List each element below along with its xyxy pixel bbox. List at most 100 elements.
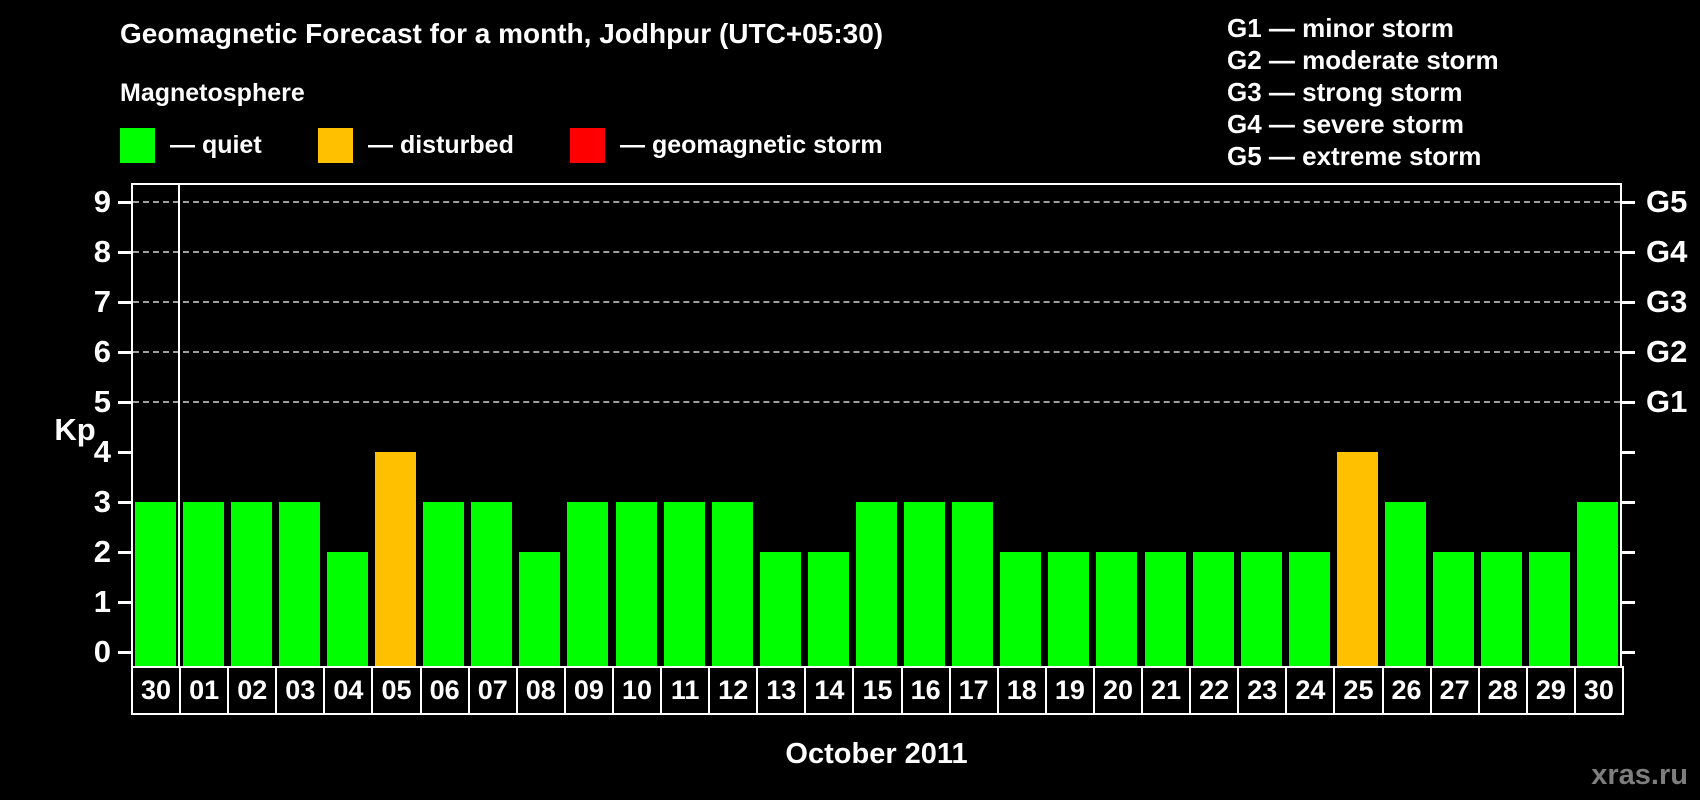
day-label-11: 11 [660,666,709,715]
day-label-09: 09 [563,666,612,715]
bar-day-20 [1096,552,1138,666]
left-axis-tick-7 [118,301,131,304]
y-axis-tick-label-2: 2 [93,534,111,569]
g-scale-legend-g5: G5 — extreme storm [1227,141,1482,171]
g-axis-label-g2: G2 [1646,334,1688,369]
right-axis-tick-9 [1622,201,1635,204]
g-axis-label-g4: G4 [1646,234,1688,269]
bar-day-18 [1000,552,1042,666]
bar-day-16 [904,502,946,666]
day-label-04: 04 [323,666,372,715]
right-axis-tick-8 [1622,251,1635,254]
plot-area: 0 1 2 3 4 5 6 7 8 9 G1 G2 G3 G4 G5 [94,183,1687,669]
bar-day-03 [278,502,320,666]
day-label-08: 08 [515,666,564,715]
right-axis-tick-5 [1622,401,1635,404]
watermark: xras.ru [1591,759,1688,791]
chart-title: Geomagnetic Forecast for a month, Jodhpu… [120,18,884,49]
g-scale-legend-g1: G1 — minor storm [1227,13,1454,43]
y-axis-title: Kp [54,412,96,447]
day-label-21: 21 [1141,666,1190,715]
left-axis-tick-1 [118,601,131,604]
y-axis-tick-label-1: 1 [93,584,111,619]
day-label-26: 26 [1381,666,1430,715]
bar-day-24 [1288,552,1330,666]
day-label-12: 12 [708,666,757,715]
day-label-16: 16 [900,666,949,715]
bar-day-22 [1192,552,1234,666]
g-scale-legend-g4: G4 — severe storm [1227,109,1465,139]
bar-day-17 [952,502,994,666]
left-axis-tick-5 [118,401,131,404]
bar-day-11 [663,502,705,666]
gridline-kp-7 [133,301,1620,303]
bar-day-15 [856,502,897,666]
bar-day-10 [615,502,657,666]
legend-swatch-disturbed [318,128,353,163]
left-axis-tick-0 [118,651,131,654]
g-axis-label-g3: G3 [1646,284,1688,319]
bar-day-30 [1577,502,1619,666]
day-label-18: 18 [996,666,1045,715]
left-axis-tick-9 [118,201,131,204]
y-axis-tick-label-9: 9 [93,184,111,219]
y-axis-tick-label-6: 6 [93,334,111,369]
day-label-07: 07 [467,666,516,715]
right-axis-tick-7 [1622,301,1635,304]
day-label-19: 19 [1044,666,1093,715]
bar-day-26 [1385,502,1427,666]
bar-day-02 [230,502,272,666]
g-axis-label-g1: G1 [1646,384,1688,419]
magnetosphere-legend: — quiet — disturbed — geomagnetic storm [0,128,1100,164]
right-axis-tick-0 [1622,651,1635,654]
right-axis-tick-1 [1622,601,1635,604]
x-axis-day-labels: 30 01 02 03 04 05 06 07 08 09 10 11 12 13 14 15 16 17 18 19… [131,666,1626,715]
bar-day-13 [759,552,801,666]
legend-swatch-quiet [120,128,155,163]
day-label-14: 14 [804,666,853,715]
bar-day-27 [1433,552,1475,666]
day-label-29: 29 [1525,666,1574,715]
left-axis-tick-8 [118,251,131,254]
g-axis-label-g5: G5 [1646,184,1688,219]
day-label-06: 06 [419,666,468,715]
y-axis-tick-label-3: 3 [93,484,111,519]
day-label-22: 22 [1189,666,1238,715]
g-scale-legend-g2: G2 — moderate storm [1227,45,1499,75]
bar-day-29 [1529,552,1571,666]
bar-day-04 [326,552,368,666]
bar-day-14 [807,552,849,666]
day-label-03: 03 [275,666,324,715]
left-axis-tick-3 [118,501,131,504]
bar-day-06 [423,502,465,666]
g-scale-legend-g3: G3 — strong storm [1227,77,1463,107]
day-label-10: 10 [611,666,661,715]
bar-day-30 [134,502,176,666]
day-label-24: 24 [1285,666,1334,715]
bar-day-07 [471,502,513,666]
x-axis-title: October 2011 [785,738,968,770]
day-label-02: 02 [227,666,276,715]
y-axis-tick-label-8: 8 [93,234,111,269]
day-label-23: 23 [1237,666,1286,715]
month-separator-line [178,183,181,668]
bar-day-19 [1048,552,1090,666]
gridline-kp-8 [133,251,1620,253]
g-scale-legend: G1 — minor storm G2 — moderate storm G3 … [1227,12,1499,172]
day-label-15: 15 [852,666,901,715]
gridline-kp-6 [133,351,1620,353]
left-axis-tick-2 [118,551,131,554]
left-axis-tick-6 [118,351,131,354]
legend-swatch-storm [570,128,605,163]
right-axis-tick-4 [1622,451,1635,454]
bar-day-12 [711,502,753,666]
bar-day-23 [1240,552,1282,666]
day-label-20: 20 [1092,666,1142,715]
day-label-17: 17 [948,666,997,715]
legend-label-storm: — geomagnetic storm [620,131,883,159]
day-label-25: 25 [1333,666,1382,715]
gridline-kp-9 [133,201,1620,203]
magnetosphere-legend-heading: Magnetosphere [120,79,305,107]
right-axis-tick-6 [1622,351,1635,354]
